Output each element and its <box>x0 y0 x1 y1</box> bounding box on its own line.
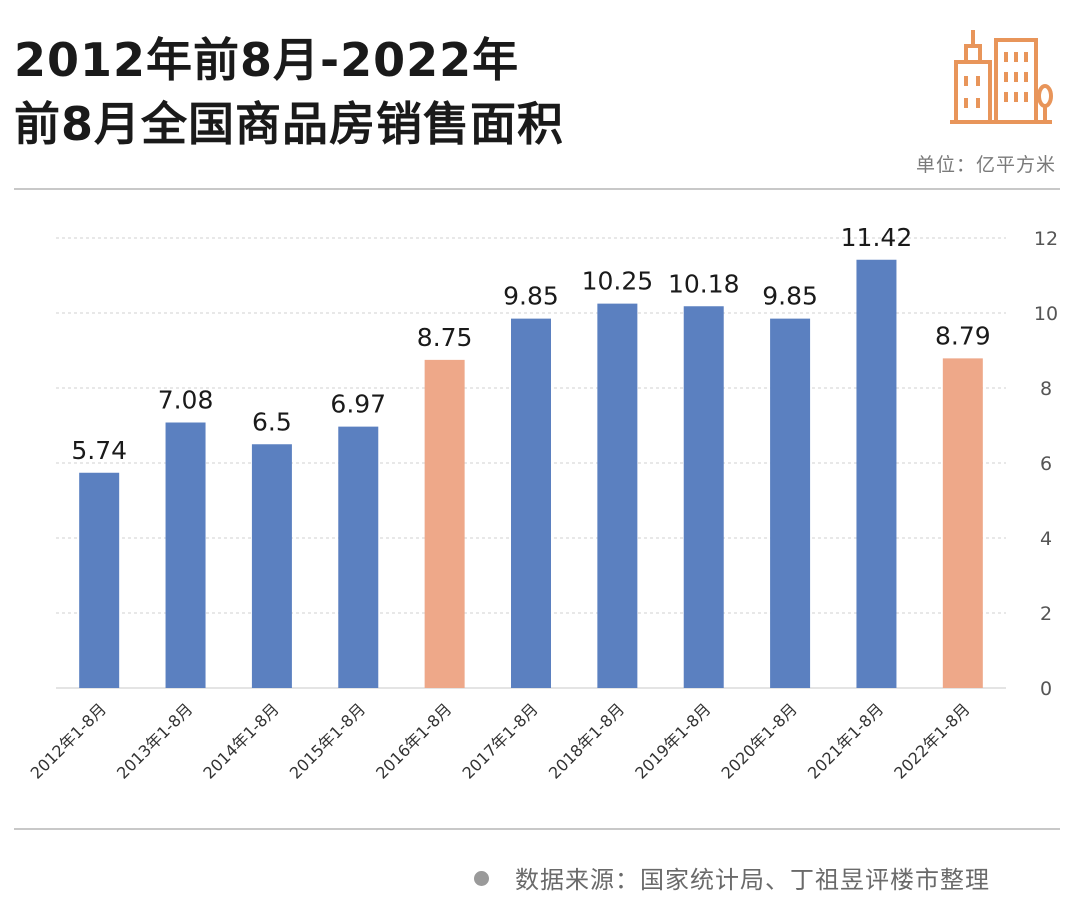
title-line-1: 2012年前8月-2022年 <box>14 33 520 87</box>
bar <box>251 444 292 688</box>
y-tick-label: 12 <box>1034 228 1058 250</box>
bar <box>856 259 897 688</box>
x-tick-label: 2017年1-8月 <box>458 699 541 782</box>
bar <box>511 318 551 688</box>
y-tick-label: 6 <box>1040 453 1052 475</box>
y-tick-label: 4 <box>1040 528 1052 550</box>
data-label: 10.25 <box>582 267 654 296</box>
buildings-icon <box>950 30 1053 124</box>
y-tick-label: 2 <box>1040 603 1052 625</box>
unit-label: 单位：亿平方米 <box>915 154 1056 176</box>
x-tick-label: 2014年1-8月 <box>199 699 282 782</box>
bar <box>165 422 206 688</box>
x-tick-label: 2021年1-8月 <box>804 699 887 782</box>
x-tick-label: 2018年1-8月 <box>545 699 628 782</box>
y-tick-label: 8 <box>1040 378 1052 400</box>
bar <box>942 358 983 688</box>
y-tick-label: 10 <box>1034 303 1058 325</box>
bar <box>424 359 465 688</box>
bar <box>770 318 811 688</box>
title-line-2: 前8月全国商品房销售面积 <box>14 97 565 151</box>
data-label: 10.18 <box>668 269 740 298</box>
x-tick-label: 2013年1-8月 <box>113 699 196 782</box>
bar <box>79 472 120 688</box>
data-label: 9.85 <box>503 282 559 311</box>
data-source-text: 数据来源：国家统计局、丁祖昱评楼市整理 <box>515 866 990 894</box>
data-label: 9.85 <box>762 282 818 311</box>
x-tick-label: 2022年1-8月 <box>890 699 973 782</box>
x-tick-label: 2019年1-8月 <box>631 699 714 782</box>
data-label: 11.42 <box>841 223 913 252</box>
x-tick-label: 2015年1-8月 <box>286 699 369 782</box>
bar-chart: 0 2 4 6 8 10 12 5.74 2012年1-8月 7.08 2013年1-8月 6.5 20… <box>27 223 1058 783</box>
data-label: 8.79 <box>935 321 991 350</box>
x-tick-label: 2020年1-8月 <box>718 699 801 782</box>
header-divider <box>14 188 1060 190</box>
data-label: 6.5 <box>252 407 292 436</box>
data-label: 8.75 <box>417 323 473 352</box>
data-label: 5.74 <box>71 436 127 465</box>
bar <box>683 306 724 688</box>
x-tick-label: 2016年1-8月 <box>372 699 455 782</box>
bar <box>597 303 638 688</box>
data-label: 7.08 <box>158 386 214 415</box>
page-title: 2012年前8月-2022年 前8月全国商品房销售面积 <box>14 28 564 156</box>
bar <box>338 426 379 688</box>
y-tick-label: 0 <box>1040 678 1052 700</box>
data-label: 6.97 <box>330 390 386 419</box>
bullet-dot-icon <box>474 871 489 886</box>
footer-divider <box>14 828 1060 830</box>
data-source: 数据来源：国家统计局、丁祖昱评楼市整理 <box>474 860 990 895</box>
x-tick-label: 2012年1-8月 <box>27 699 110 782</box>
